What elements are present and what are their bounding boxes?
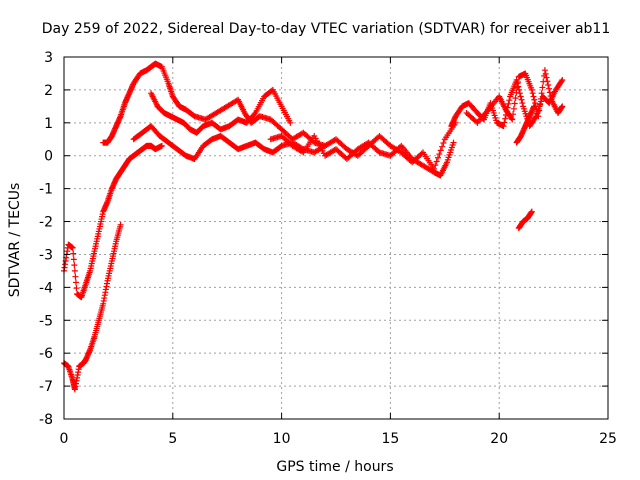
interp-point: [506, 97, 513, 104]
interp-point: [435, 154, 441, 161]
interp-point: [518, 96, 525, 103]
interp-point: [501, 119, 508, 126]
interp-point: [433, 158, 440, 165]
data-point: [528, 86, 535, 93]
interp-point: [70, 256, 77, 263]
interp-point: [510, 105, 517, 112]
interp-point: [514, 84, 521, 91]
data-point: [559, 77, 566, 84]
x-axis: 0 5 10 15 20 25: [60, 57, 617, 447]
interp-point: [251, 111, 258, 118]
x-tick-label: 15: [381, 431, 399, 447]
y-tick-label: -3: [39, 247, 53, 263]
interp-point: [545, 85, 552, 92]
plot-frame: [63, 56, 609, 420]
interp-point: [532, 100, 539, 107]
grid: [64, 57, 608, 419]
y-tick-label: 2: [44, 83, 53, 99]
interp-point: [440, 139, 447, 146]
data-point: [541, 67, 548, 74]
interp-point: [544, 78, 551, 85]
data-point: [430, 165, 437, 172]
data-point: [528, 208, 535, 215]
interp-point: [432, 162, 439, 169]
interp-point: [70, 250, 77, 257]
interp-point: [558, 78, 565, 85]
data-point: [559, 103, 566, 110]
interp-point: [517, 93, 524, 100]
interp-point: [537, 95, 544, 102]
data-point: [158, 142, 165, 149]
data-point: [500, 123, 507, 130]
interp-point: [545, 81, 552, 88]
interp-point: [439, 143, 446, 150]
interp-point: [543, 74, 550, 81]
interp-point: [71, 262, 78, 269]
data-point: [117, 221, 124, 228]
data-point: [531, 103, 538, 110]
interp-point: [537, 101, 543, 108]
y-axis-label: SDTVAR / TECUs: [7, 183, 23, 298]
interp-point: [531, 96, 538, 103]
interp-point: [511, 100, 518, 107]
interp-point: [502, 115, 509, 122]
x-axis-label: GPS time / hours: [276, 459, 393, 475]
x-tick-label: 20: [490, 431, 508, 447]
data-points: [61, 60, 566, 393]
interp-point: [299, 148, 305, 155]
interp-point: [437, 147, 444, 154]
interp-point: [546, 89, 553, 96]
interp-point: [72, 273, 79, 280]
y-tick-label: -2: [39, 215, 53, 231]
interp-point: [513, 89, 520, 96]
x-tick-label: 0: [60, 431, 69, 447]
y-axis: -8 -7 -6 -5 -4 -3 -2 -1 0 1 2 3: [39, 50, 608, 428]
interp-point: [514, 79, 521, 86]
x-tick-label: 10: [273, 431, 291, 447]
y-tick-label: -1: [39, 182, 53, 198]
interp-point: [72, 279, 79, 286]
data-point: [287, 119, 294, 126]
y-tick-label: -4: [39, 280, 53, 296]
interp-point: [505, 100, 512, 107]
x-tick-label: 25: [599, 431, 617, 447]
chart-title: Day 259 of 2022, Sidereal Day-to-day VTE…: [42, 21, 611, 37]
interp-point: [519, 100, 526, 107]
y-tick-label: 0: [44, 149, 53, 165]
y-tick-label: -6: [39, 346, 53, 362]
interp-point: [71, 267, 78, 274]
y-tick-label: -8: [39, 412, 53, 428]
interp-point: [436, 151, 443, 158]
data-point: [509, 116, 516, 123]
interp-point: [536, 107, 543, 114]
y-tick-label: 1: [44, 116, 53, 132]
interp-point: [510, 111, 517, 118]
interp-point: [508, 115, 515, 122]
interp-point: [73, 285, 80, 292]
interp-point: [418, 150, 425, 157]
interp-point: [530, 93, 537, 100]
interp-point: [532, 114, 539, 121]
interp-point: [538, 90, 545, 97]
interp-point: [539, 84, 546, 91]
interp-point: [512, 95, 519, 102]
y-tick-label: 3: [44, 50, 53, 66]
interp-point: [547, 93, 554, 100]
y-tick-label: -7: [39, 379, 53, 395]
x-tick-label: 5: [168, 431, 177, 447]
interp-point: [542, 70, 549, 77]
y-tick-label: -5: [39, 313, 53, 329]
data-point: [535, 113, 542, 120]
interp-point: [529, 90, 536, 97]
data-point: [69, 244, 76, 251]
data-point: [450, 139, 457, 146]
